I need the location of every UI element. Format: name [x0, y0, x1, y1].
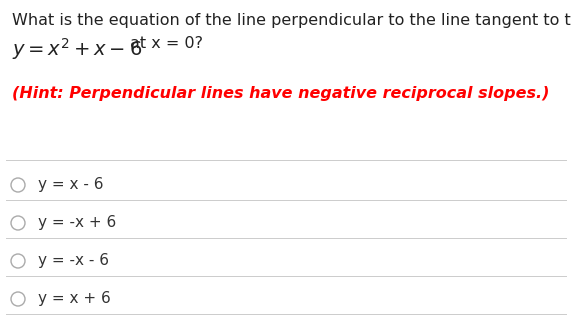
Text: y = -x - 6: y = -x - 6	[38, 254, 109, 268]
Text: What is the equation of the line perpendicular to the line tangent to the curve: What is the equation of the line perpend…	[12, 13, 572, 28]
Text: y = -x + 6: y = -x + 6	[38, 215, 116, 230]
Text: at x = 0?: at x = 0?	[130, 36, 203, 51]
Text: (Hint: Perpendicular lines have negative reciprocal slopes.): (Hint: Perpendicular lines have negative…	[12, 86, 550, 101]
Text: $y = x^2 + x - 6$: $y = x^2 + x - 6$	[12, 36, 142, 62]
Text: y = x - 6: y = x - 6	[38, 177, 104, 193]
Text: y = x + 6: y = x + 6	[38, 292, 111, 307]
